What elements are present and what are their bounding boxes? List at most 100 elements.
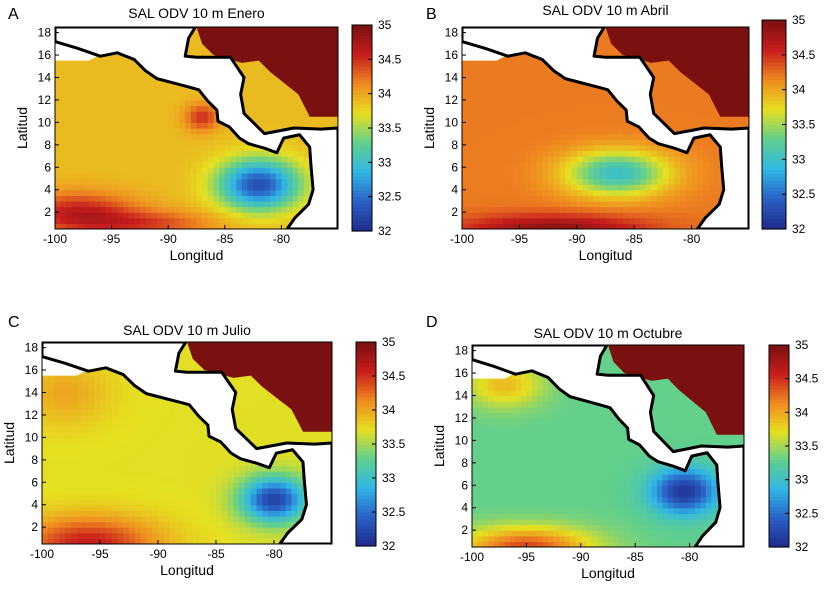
heatmap-cell (157, 150, 163, 156)
heatmap-cell (669, 150, 675, 156)
heatmap-cell (123, 207, 129, 213)
heatmap-cell (692, 184, 698, 190)
heatmap-cell (71, 488, 77, 494)
heatmap-cell (485, 184, 491, 190)
heatmap-cell (236, 145, 242, 151)
heatmap-cell (502, 201, 508, 207)
heatmap-cell (571, 179, 577, 185)
heatmap-cell (230, 212, 236, 218)
heatmap-cell (78, 61, 84, 67)
heatmap-cell (163, 156, 169, 162)
heatmap-cell (663, 78, 669, 84)
heatmap-cell (628, 218, 634, 224)
heatmap-cell (259, 212, 265, 218)
heatmap-cell (485, 218, 491, 224)
heatmap-cell (216, 516, 222, 522)
heatmap-cell (213, 201, 219, 207)
heatmap-cell (531, 89, 537, 95)
heatmap-cell (175, 471, 181, 477)
heatmap-cell (216, 522, 222, 528)
heatmap-cell (485, 212, 491, 218)
heatmap-cell (204, 471, 210, 477)
heatmap-cell (640, 162, 646, 168)
heatmap-cell (651, 167, 657, 173)
heatmap-cell (129, 387, 135, 393)
heatmap-cell (228, 482, 234, 488)
heatmap-cell (479, 66, 485, 72)
heatmap-cell (276, 190, 282, 196)
y-tick-label: 18 (38, 26, 52, 40)
heatmap-cell (83, 393, 89, 399)
heatmap-cell (185, 128, 191, 134)
colorbar-segment (352, 166, 372, 170)
heatmap-cell (187, 482, 193, 488)
heatmap-cell (163, 184, 169, 190)
heatmap-cell (496, 179, 502, 185)
heatmap-cell (88, 426, 94, 432)
heatmap-cell (77, 494, 83, 500)
heatmap-cell (180, 218, 186, 224)
heatmap-cell (163, 190, 169, 196)
heatmap-cell (71, 471, 77, 477)
heatmap-cell (230, 156, 236, 162)
heatmap-cell (697, 212, 703, 218)
heatmap-cell (634, 173, 640, 179)
heatmap-cell (680, 201, 686, 207)
heatmap-cell (89, 150, 95, 156)
heatmap-cell (611, 162, 617, 168)
heatmap-cell (129, 499, 135, 505)
heatmap-cell (191, 201, 197, 207)
heatmap-cell (71, 381, 77, 387)
heatmap-cell (193, 505, 199, 511)
heatmap-cell (680, 117, 686, 123)
heatmap-cell (191, 44, 197, 50)
heatmap-cell (531, 117, 537, 123)
heatmap-cell (42, 376, 48, 382)
heatmap-cell (531, 66, 537, 72)
heatmap-cell (669, 184, 675, 190)
heatmap-cell (577, 173, 583, 179)
colorbar-segment (762, 166, 786, 170)
colorbar-segment (352, 210, 372, 214)
heatmap-cell (565, 106, 571, 112)
heatmap-cell (77, 387, 83, 393)
heatmap-cell (65, 432, 71, 438)
heatmap-cell (78, 201, 84, 207)
heatmap-cell (519, 117, 525, 123)
heatmap-cell (468, 89, 474, 95)
heatmap-cell (94, 465, 100, 471)
heatmap-cell (168, 212, 174, 218)
heatmap-cell (164, 482, 170, 488)
heatmap-cell (462, 218, 468, 224)
heatmap-cell (247, 184, 253, 190)
heatmap-cell (623, 150, 629, 156)
heatmap-cell (560, 100, 566, 106)
heatmap-cell (100, 94, 106, 100)
heatmap-cell (89, 145, 95, 151)
heatmap-cell (77, 460, 83, 466)
heatmap-cell (525, 94, 531, 100)
heatmap-cell (151, 201, 157, 207)
heatmap-cell (242, 201, 248, 207)
heatmap-cell (304, 167, 310, 173)
y-tick-label: 14 (445, 71, 459, 85)
heatmap-cell (135, 533, 141, 539)
heatmap-cell (703, 184, 709, 190)
heatmap-cell (259, 89, 265, 95)
colorbar-segment (762, 107, 786, 111)
heatmap-cell (577, 122, 583, 128)
heatmap-cell (197, 184, 203, 190)
heatmap-cell (152, 437, 158, 443)
heatmap-cell (663, 72, 669, 78)
heatmap-cell (617, 117, 623, 123)
heatmap-cell (42, 443, 48, 449)
x-tick-label: -100 (450, 232, 474, 246)
heatmap-cell (123, 482, 129, 488)
heatmap-cell (270, 207, 276, 213)
heatmap-cell (491, 94, 497, 100)
heatmap-cell (61, 117, 67, 123)
heatmap-cell (264, 122, 270, 128)
colorbar-segment (762, 48, 786, 52)
heatmap-cell (48, 381, 54, 387)
heatmap-cell (583, 145, 589, 151)
